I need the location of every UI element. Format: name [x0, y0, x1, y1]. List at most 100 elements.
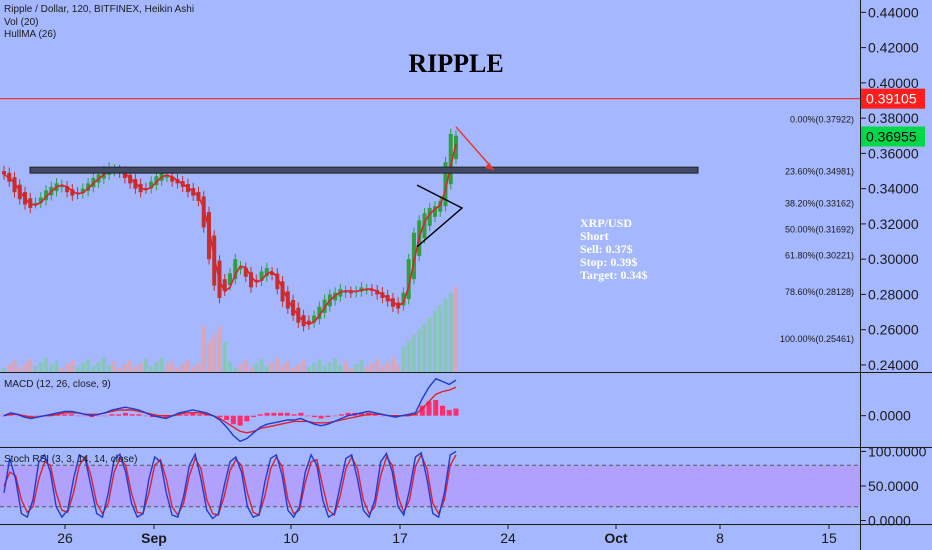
volume-bar [185, 360, 190, 372]
volume-bar [59, 368, 64, 372]
price-tick-label: 0.44000 [868, 4, 919, 20]
volume-bar [138, 363, 143, 372]
candle-body [12, 177, 17, 193]
volume-bar [112, 361, 117, 372]
macd-histogram-bar [82, 415, 88, 417]
candle-body [454, 135, 458, 160]
candle-body [38, 197, 43, 203]
price-tick-label: 0.42000 [868, 40, 919, 56]
macd-histogram-bar [116, 414, 122, 416]
volume-bar [212, 334, 217, 372]
volume-bar [101, 358, 106, 372]
volume-bar [322, 366, 327, 372]
volume-bar [38, 362, 43, 372]
volume-bar [259, 359, 264, 372]
macd-title: MACD (12, 26, close, 9) [4, 379, 111, 390]
volume-bar [17, 367, 22, 372]
macd-histogram-bar [197, 414, 203, 416]
candle-body [228, 273, 232, 286]
macd-histogram-bar [284, 412, 290, 416]
time-tick-label: 24 [500, 530, 516, 546]
volume-bar [133, 367, 138, 372]
macd-pane: 0.0000 [1, 377, 911, 443]
volume-bar [317, 359, 322, 372]
candle-body [238, 266, 243, 270]
candle-body [275, 273, 280, 290]
candle-body [427, 208, 432, 226]
candle-body [317, 306, 322, 320]
macd-histogram-bar [379, 415, 385, 417]
candle-body [406, 259, 411, 300]
triangle-pattern [416, 184, 464, 248]
volume-bar [217, 326, 222, 372]
fib-level-label: 78.60%(0.28128) [785, 287, 854, 297]
volume-bar [2, 368, 6, 372]
candle-body [65, 186, 70, 193]
macd-tick-label: 0.0000 [868, 408, 911, 424]
resistance-zone [29, 166, 699, 174]
volume-bar [159, 358, 164, 372]
macd-histogram-bar [345, 412, 351, 416]
macd-signal-line [3, 386, 457, 434]
macd-histogram-bar [325, 415, 331, 418]
macd-histogram-bar [264, 412, 270, 416]
candle-body [164, 176, 169, 178]
time-tick-label: 17 [392, 530, 408, 546]
macd-histogram-bar [129, 414, 135, 416]
candle-body [206, 211, 211, 260]
volume-bar [454, 287, 458, 372]
candle-body [432, 206, 437, 217]
target-arrow-line [455, 126, 495, 171]
stoch-pane: 100.0000 50.0000 0.0000 [0, 443, 927, 529]
price-pane [0, 0, 860, 372]
macd-histogram-bar [1, 415, 7, 417]
volume-bar [306, 367, 311, 372]
volume-bar [270, 362, 275, 372]
volume-bar [96, 362, 101, 372]
fib-level-label: 38.20%(0.33162) [785, 198, 854, 208]
volume-bar [23, 363, 28, 372]
trade-note-stop: Stop: 0.39$ [580, 255, 637, 269]
trade-note-direction: Short [580, 229, 609, 243]
trade-note-target: Target: 0.34$ [580, 268, 648, 282]
volume-bar [228, 361, 232, 372]
macd-histogram-bar [102, 415, 108, 417]
candle-body [343, 290, 348, 293]
candle-body [154, 176, 159, 185]
volume-bar [107, 365, 112, 372]
candle-body [401, 292, 406, 306]
macd-histogram-bar [217, 415, 223, 418]
macd-histogram-bar [446, 410, 452, 416]
price-tick-label: 0.24000 [868, 357, 919, 373]
candle-body [348, 291, 353, 294]
volume-bar [191, 367, 196, 372]
fib-level-label: 0.00%(0.37922) [790, 114, 854, 124]
macd-line [3, 377, 457, 443]
stoch-tick-label: 0.0000 [868, 513, 911, 529]
volume-bar [312, 363, 317, 372]
trade-note-sell: Sell: 0.37$ [580, 242, 633, 256]
candle-body [222, 279, 227, 291]
candle-body [422, 213, 427, 239]
stoch-d-line [3, 453, 457, 517]
volume-bar [170, 361, 175, 372]
macd-histogram-bar [433, 400, 439, 416]
price-tag-box [861, 126, 925, 147]
volume-bar [154, 362, 159, 372]
stoch-title: Stoch RSI (3, 3, 14, 14, close) [4, 454, 137, 465]
volume-bar [411, 335, 416, 372]
macd-histogram-bar [183, 414, 189, 416]
candle-body [143, 188, 148, 190]
volume-bar [396, 365, 401, 372]
volume-bar [7, 364, 12, 372]
symbol-header: Ripple / Dollar, 120, BITFINEX, Heikin A… [4, 4, 194, 15]
volume-bar [117, 368, 122, 372]
macd-histogram-bar [251, 415, 257, 418]
stoch-tick-label: 100.0000 [868, 443, 927, 459]
volume-bar [417, 329, 422, 372]
volume-bar [249, 367, 254, 372]
macd-histogram-bar [230, 415, 236, 425]
indicator-hull-label: HullMA (26) [4, 29, 56, 40]
macd-histogram-bar [68, 414, 74, 416]
